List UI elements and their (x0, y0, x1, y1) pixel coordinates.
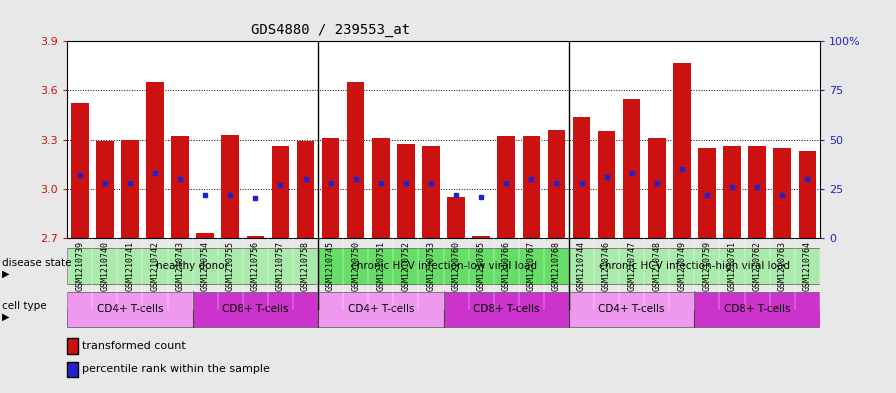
FancyBboxPatch shape (694, 292, 820, 327)
Text: GSM1210765: GSM1210765 (477, 241, 486, 291)
Bar (547, 130, 565, 238)
Bar (71, 103, 89, 238)
Bar (322, 138, 340, 238)
FancyBboxPatch shape (67, 248, 318, 284)
Bar (271, 146, 289, 238)
FancyBboxPatch shape (318, 248, 569, 284)
Text: GSM1210768: GSM1210768 (552, 241, 561, 291)
Text: GSM1210748: GSM1210748 (652, 241, 661, 291)
Text: GSM1210760: GSM1210760 (452, 241, 461, 291)
FancyBboxPatch shape (193, 292, 318, 327)
Text: ▶: ▶ (2, 269, 9, 279)
Text: GSM1210766: GSM1210766 (502, 241, 511, 291)
Text: GSM1210753: GSM1210753 (426, 241, 435, 291)
Text: GSM1210741: GSM1210741 (125, 241, 134, 291)
Bar (397, 144, 415, 238)
Text: GSM1210751: GSM1210751 (376, 241, 385, 291)
Bar (698, 148, 716, 238)
Text: GSM1210757: GSM1210757 (276, 241, 285, 291)
Text: CD4+ T-cells: CD4+ T-cells (97, 305, 163, 314)
Text: GSM1210762: GSM1210762 (753, 241, 762, 291)
Text: GSM1210749: GSM1210749 (677, 241, 686, 291)
Bar (146, 82, 164, 238)
FancyBboxPatch shape (67, 292, 193, 327)
Bar (573, 117, 590, 238)
Bar (472, 236, 490, 238)
Text: GSM1210755: GSM1210755 (226, 241, 235, 291)
Bar (221, 134, 239, 238)
Text: GSM1210758: GSM1210758 (301, 241, 310, 291)
Text: cell type: cell type (2, 301, 47, 311)
Text: GSM1210744: GSM1210744 (577, 241, 586, 291)
Text: GSM1210745: GSM1210745 (326, 241, 335, 291)
Text: GSM1210752: GSM1210752 (401, 241, 410, 291)
Text: GSM1210746: GSM1210746 (602, 241, 611, 291)
Text: GSM1210743: GSM1210743 (176, 241, 185, 291)
Text: disease state: disease state (2, 257, 72, 268)
Bar (648, 138, 666, 238)
Bar (347, 82, 365, 238)
Bar (447, 197, 465, 238)
Bar (196, 233, 214, 238)
Bar (522, 136, 540, 238)
Text: GSM1210767: GSM1210767 (527, 241, 536, 291)
Bar (372, 138, 390, 238)
Text: chronic HCV infection-high viral load: chronic HCV infection-high viral load (599, 261, 790, 271)
Text: percentile rank within the sample: percentile rank within the sample (82, 364, 270, 375)
FancyBboxPatch shape (569, 248, 820, 284)
Bar (673, 62, 691, 238)
Bar (96, 141, 114, 238)
Text: GSM1210759: GSM1210759 (702, 241, 711, 291)
Text: ▶: ▶ (2, 312, 9, 322)
Bar (297, 141, 314, 238)
Text: CD4+ T-cells: CD4+ T-cells (348, 305, 414, 314)
Text: CD8+ T-cells: CD8+ T-cells (222, 305, 289, 314)
Text: GSM1210747: GSM1210747 (627, 241, 636, 291)
Text: CD8+ T-cells: CD8+ T-cells (473, 305, 539, 314)
Text: GSM1210742: GSM1210742 (151, 241, 159, 291)
Bar (246, 236, 264, 238)
Bar (171, 136, 189, 238)
Text: chronic HCV infection-low viral load: chronic HCV infection-low viral load (350, 261, 537, 271)
Bar (798, 151, 816, 238)
Text: healthy donor: healthy donor (156, 261, 229, 271)
Bar (723, 146, 741, 238)
Bar (497, 136, 515, 238)
Text: GSM1210739: GSM1210739 (75, 241, 84, 291)
Bar (623, 99, 641, 238)
FancyBboxPatch shape (569, 292, 694, 327)
Text: GSM1210756: GSM1210756 (251, 241, 260, 291)
Text: CD4+ T-cells: CD4+ T-cells (599, 305, 665, 314)
Bar (773, 148, 791, 238)
Text: GSM1210764: GSM1210764 (803, 241, 812, 291)
Title: GDS4880 / 239553_at: GDS4880 / 239553_at (251, 24, 410, 37)
Bar (748, 146, 766, 238)
Bar (598, 131, 616, 238)
Text: GSM1210750: GSM1210750 (351, 241, 360, 291)
Text: GSM1210763: GSM1210763 (778, 241, 787, 291)
Text: GSM1210740: GSM1210740 (100, 241, 109, 291)
FancyBboxPatch shape (444, 292, 569, 327)
Text: transformed count: transformed count (82, 341, 185, 351)
FancyBboxPatch shape (318, 292, 444, 327)
Bar (422, 146, 440, 238)
Text: GSM1210761: GSM1210761 (728, 241, 737, 291)
Bar (121, 140, 139, 238)
Text: GSM1210754: GSM1210754 (201, 241, 210, 291)
Text: CD8+ T-cells: CD8+ T-cells (724, 305, 790, 314)
